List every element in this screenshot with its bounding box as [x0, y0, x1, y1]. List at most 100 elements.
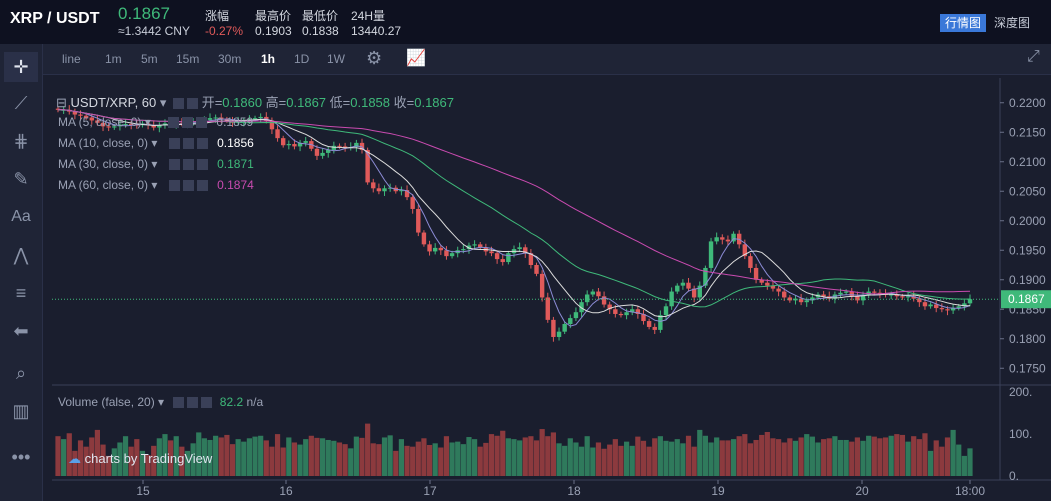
legend-gear-icon[interactable]	[187, 98, 199, 110]
volume-bar	[297, 444, 303, 476]
candle-body	[376, 188, 382, 192]
ma5-label[interactable]: MA (5, close, 0)	[58, 115, 142, 129]
volume-bar	[590, 447, 596, 476]
low-value: 0.1838	[302, 24, 339, 38]
ma5-close-icon[interactable]	[196, 117, 208, 129]
tf-1w[interactable]: 1W	[327, 52, 345, 66]
ma30-close-icon[interactable]	[196, 159, 208, 171]
volume-bar	[415, 441, 421, 476]
legend-settings-icon[interactable]	[173, 98, 185, 110]
volume-bar	[291, 442, 298, 476]
ma60-close-icon[interactable]	[196, 180, 208, 192]
volume-bar	[950, 429, 956, 476]
ma30-gear-icon[interactable]	[182, 159, 194, 171]
candle-body	[78, 114, 83, 116]
volume-bar	[190, 443, 196, 476]
ma30-eye-icon[interactable]	[168, 159, 180, 171]
legend-ma30: MA (30, close, 0) ▾ 0.1871	[58, 157, 254, 171]
measure-icon[interactable]: ≡	[15, 283, 27, 303]
candle-body	[956, 306, 961, 309]
candle-body	[449, 253, 455, 257]
volume-bar	[393, 450, 399, 476]
volume-bar	[618, 445, 624, 476]
volume-tick-label: 0.	[1009, 469, 1019, 483]
ma5-gear-icon[interactable]	[182, 117, 194, 129]
drawing-toolbar: ✛ ⟋ ⋕ ✎ Aa ⋀ ≡ ⬅ ⌕ ▥ •••	[0, 44, 43, 501]
volume-bar	[792, 440, 799, 476]
tf-30m[interactable]: 30m	[218, 52, 242, 66]
text-icon[interactable]: Aa	[11, 208, 31, 225]
candle-body	[770, 285, 776, 289]
vol-eye-icon[interactable]	[173, 397, 185, 409]
brush-icon[interactable]: ✎	[13, 169, 29, 189]
volume-bar	[505, 438, 511, 476]
tf-1h[interactable]: 1h	[261, 52, 276, 66]
tf-line[interactable]: line	[62, 52, 81, 66]
candle-body	[326, 149, 331, 153]
fib-icon[interactable]: ⋕	[13, 131, 29, 151]
candle-body	[793, 298, 798, 301]
volume-bar	[263, 440, 269, 476]
candle-body	[466, 245, 472, 250]
ma60-label[interactable]: MA (60, close, 0)	[58, 178, 149, 192]
tab-market[interactable]: 行情图	[940, 14, 987, 32]
ma5-line	[58, 109, 971, 327]
pattern-icon[interactable]: ⋀	[13, 245, 29, 265]
volume-bar	[432, 443, 438, 476]
tab-depth[interactable]: 深度图	[994, 16, 1031, 30]
legend-dropdown-icon[interactable]: ▾	[159, 95, 167, 110]
ma60-eye-icon[interactable]	[168, 180, 180, 192]
candle-body	[607, 304, 612, 310]
open-label: 开=	[201, 95, 223, 110]
candle-body	[742, 244, 748, 257]
price-tick-label: 0.1900	[1009, 273, 1046, 287]
volume-bar	[449, 442, 455, 476]
fullscreen-icon[interactable]: ⤢	[1027, 48, 1040, 65]
collapse-icon[interactable]: ⊟	[56, 95, 67, 110]
close-label: 收=	[393, 95, 415, 110]
tf-15m[interactable]: 15m	[176, 52, 200, 66]
candle-body	[224, 119, 230, 121]
candle-body	[962, 303, 967, 307]
volume-bar	[545, 436, 551, 476]
legend-symbol[interactable]: USDT/XRP, 60	[70, 95, 157, 110]
open-value: 0.1860	[222, 95, 263, 110]
candle-body	[630, 309, 635, 313]
volume-bar	[882, 437, 889, 476]
volume-bar	[151, 445, 157, 476]
tf-1d[interactable]: 1D	[294, 52, 310, 66]
tf-1m[interactable]: 1m	[105, 52, 122, 66]
ruler-icon[interactable]: ▥	[12, 401, 30, 421]
candle-body	[269, 120, 275, 130]
tradingview-brand[interactable]: ☁ charts by TradingView	[68, 451, 212, 467]
ma60-gear-icon[interactable]	[182, 180, 194, 192]
volume-bar	[939, 446, 945, 476]
tf-5m[interactable]: 5m	[141, 52, 158, 66]
ma10-label[interactable]: MA (10, close, 0)	[58, 136, 149, 150]
volume-bar	[832, 436, 838, 476]
vol-gear-icon[interactable]	[187, 397, 199, 409]
candle-body	[697, 285, 702, 298]
pair-title[interactable]: XRP / USDT	[10, 10, 100, 27]
candle-body	[624, 312, 629, 316]
back-arrow-icon[interactable]: ⬅	[13, 321, 29, 341]
vol-close-icon[interactable]	[201, 397, 213, 409]
trend-line-icon[interactable]: ⟋	[14, 93, 28, 113]
candle-body	[421, 232, 427, 245]
ma10-eye-icon[interactable]	[168, 138, 180, 150]
ma10-gear-icon[interactable]	[182, 138, 194, 150]
crosshair-icon[interactable]: ✛	[4, 52, 38, 82]
zoom-icon[interactable]: ⌕	[15, 363, 27, 383]
volume-label[interactable]: Volume (false, 20)	[58, 395, 155, 409]
ma5-eye-icon[interactable]	[168, 117, 180, 129]
gear-icon[interactable]: ⚙	[366, 48, 383, 68]
ma10-close-icon[interactable]	[196, 138, 208, 150]
more-icon[interactable]: •••	[11, 447, 31, 467]
ma30-label[interactable]: MA (30, close, 0)	[58, 157, 149, 171]
candle-body	[427, 244, 432, 252]
volume-bar	[72, 450, 78, 476]
indicators-icon[interactable]: 📈	[406, 50, 426, 67]
volume-bar	[837, 439, 844, 476]
ma60-value: 0.1874	[217, 178, 254, 192]
